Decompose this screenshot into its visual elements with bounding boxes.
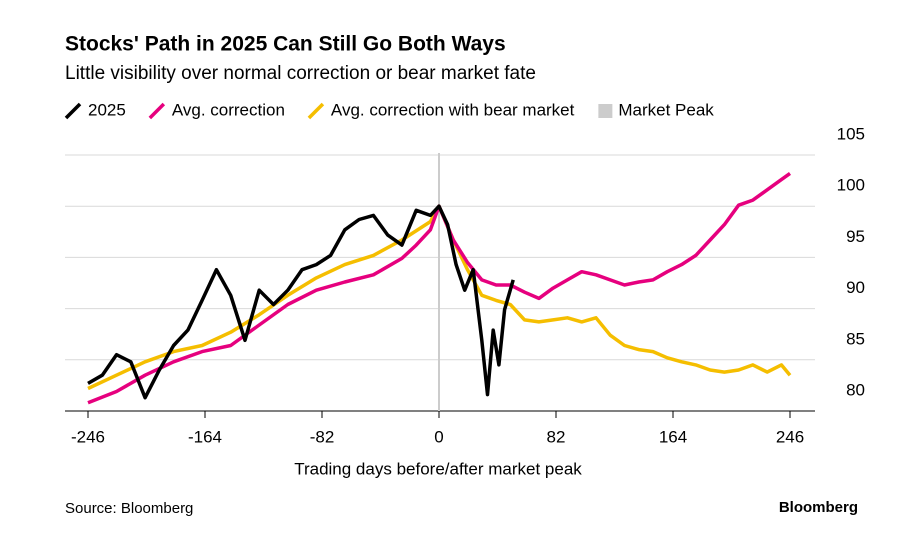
x-tick-label: -82 (310, 427, 335, 446)
y-tick-label: 95 (846, 227, 865, 246)
x-tick-label: -246 (71, 427, 105, 446)
series-line (87, 171, 792, 405)
chart-title: Stocks' Path in 2025 Can Still Go Both W… (65, 33, 506, 56)
y-tick-label: 100 (837, 176, 865, 195)
legend-label: Market Peak (618, 100, 714, 119)
legend-label: Avg. correction (172, 100, 285, 119)
y-tick-label: 85 (846, 329, 865, 348)
legend-swatch (307, 102, 325, 120)
y-tick-label: 90 (846, 278, 865, 297)
source: Source: Bloomberg (65, 500, 193, 517)
y-tick-label: 80 (846, 380, 865, 399)
x-tick-label: 246 (776, 427, 804, 446)
x-axis-label: Trading days before/after market peak (294, 459, 582, 478)
legend-swatch (64, 102, 82, 120)
legend-label: 2025 (88, 100, 126, 119)
x-tick-label: 82 (547, 427, 566, 446)
x-tick-label: 0 (434, 427, 443, 446)
x-tick-label: -164 (188, 427, 222, 446)
legend-swatch (598, 104, 613, 118)
chart-subtitle: Little visibility over normal correction… (65, 63, 536, 84)
legend-label: Avg. correction with bear market (331, 100, 575, 119)
y-tick-label: 105 (837, 124, 865, 143)
legend-swatch (148, 102, 166, 120)
brand: Bloomberg (779, 499, 858, 516)
series-line (87, 204, 515, 400)
x-tick-label: 164 (659, 427, 687, 446)
series-line (87, 204, 792, 391)
